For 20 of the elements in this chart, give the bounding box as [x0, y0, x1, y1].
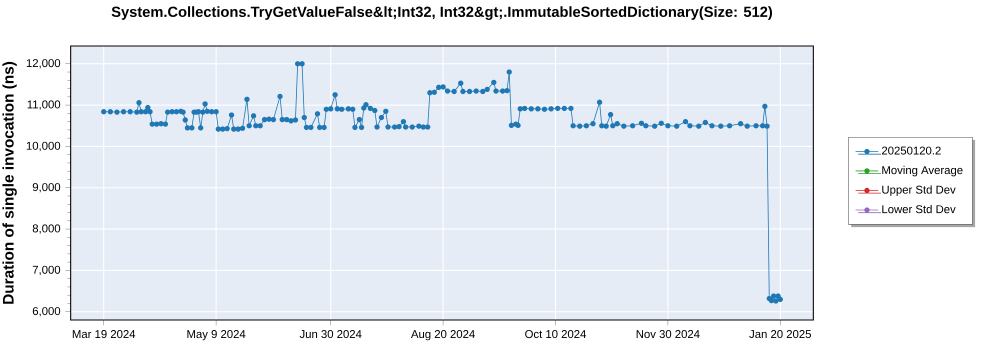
x-tick-label: Oct 10 2024: [525, 330, 586, 338]
chart-title: System.Collections.TryGetValueFalse&lt;Int32, Int32&gt;.ImmutableSortedDictionary(Size: 512): [112, 6, 772, 20]
x-tick-label: Mar 19 2024: [72, 330, 136, 338]
y-tick-label: 6,000: [32, 307, 60, 316]
x-tick-label: Jan 20 2025: [749, 330, 811, 338]
y-tick-label: 11,000: [28, 100, 60, 110]
y-tick-label: 8,000: [32, 224, 60, 234]
x-tick-label: May 9 2024: [187, 330, 246, 340]
legend-label: Upper Std Dev: [882, 185, 956, 196]
x-tick-label: Aug 20 2024: [410, 330, 475, 340]
y-tick-label: 9,000: [32, 183, 60, 192]
legend-label: Moving Average: [882, 166, 963, 176]
x-tick-label: Jun 30 2024: [300, 330, 362, 338]
y-tick-label: 12,000: [26, 59, 60, 68]
y-tick-label: 7,000: [32, 266, 60, 276]
legend-label: Lower Std Dev: [882, 204, 956, 214]
y-axis-title: Duration of single invocation (ns): [2, 62, 17, 304]
y-tick-label: 10,000: [26, 142, 60, 152]
legend-label: 20250120.2: [882, 146, 941, 155]
x-tick-label: Nov 30 2024: [636, 330, 700, 338]
